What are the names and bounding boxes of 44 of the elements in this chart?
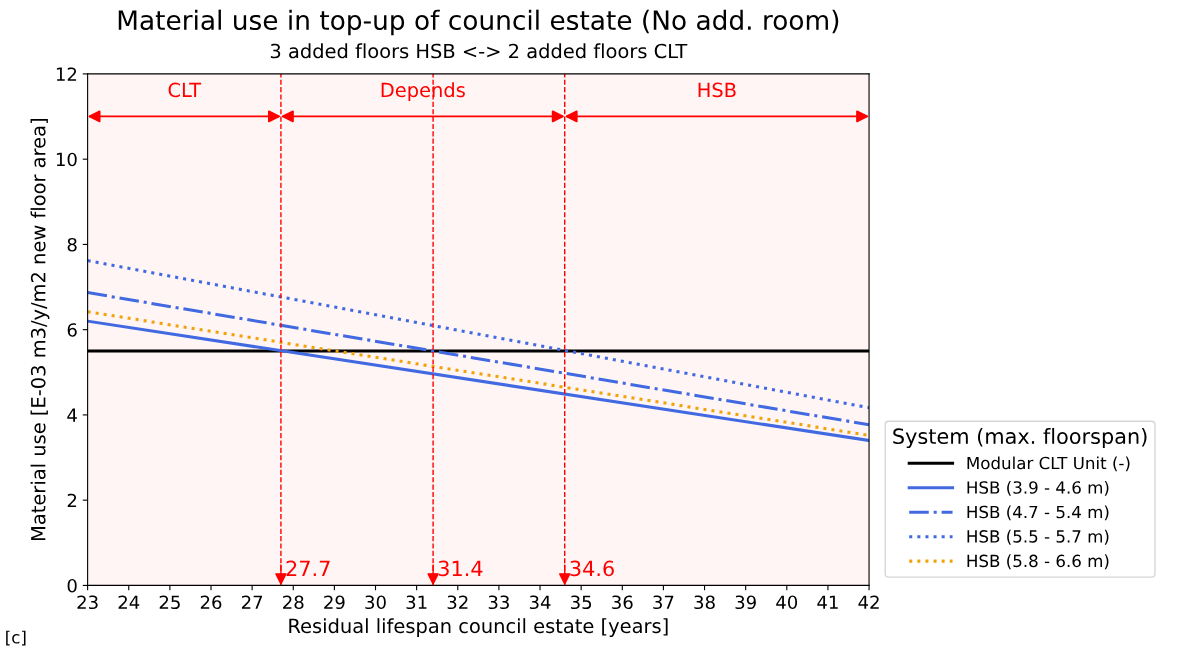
x-tick-label: 31 <box>406 595 427 610</box>
chart-title: Material use in top-up of council estate (No add. room) <box>118 9 839 36</box>
y-tick-label: 0 <box>67 578 77 593</box>
x-tick-label: 37 <box>653 595 674 610</box>
band-label: HSB <box>698 82 736 98</box>
x-tick-label: 35 <box>571 595 592 610</box>
legend-label: Modular CLT Unit (-) <box>967 456 1130 472</box>
legend-label: HSB (5.5 - 5.7 m) <box>967 529 1109 545</box>
x-tick-label: 33 <box>488 595 509 610</box>
text: [c] <box>6 630 26 646</box>
y-tick-label: 8 <box>67 237 77 252</box>
x-tick-label: 36 <box>612 595 633 610</box>
x-tick-label: 30 <box>365 595 386 610</box>
y-tick-label: 12 <box>56 67 77 81</box>
legend-label: HSB (3.9 - 4.6 m) <box>967 480 1109 496</box>
y-axis-title: Material use [E-03 m3/y/m2 new floor area] <box>30 119 50 541</box>
x-axis-title: Residual lifespan council estate [years] <box>289 618 668 637</box>
x-tick-label: 34 <box>529 595 551 610</box>
x-tick-label: 26 <box>200 595 222 610</box>
y-tick-label: 2 <box>67 493 77 508</box>
y-tick-label: 6 <box>67 323 77 337</box>
ref-line-label: 31.4 <box>438 560 483 577</box>
x-tick-label: 27 <box>241 595 263 609</box>
legend-label: HSB (5.8 - 6.6 m) <box>967 554 1109 570</box>
y-tick-label: 4 <box>67 408 77 422</box>
x-tick-label: 23 <box>77 595 98 610</box>
x-tick-label: 41 <box>817 595 838 609</box>
x-tick-label: 29 <box>324 595 345 610</box>
legend-title: System (max. floorspan) <box>893 427 1147 449</box>
legend-label: HSB (4.7 - 5.4 m) <box>967 505 1109 521</box>
x-tick-label: 39 <box>735 595 756 610</box>
x-tick-label: 40 <box>776 595 798 610</box>
x-tick-label: 24 <box>118 595 140 609</box>
ref-line-label: 34.6 <box>570 560 614 577</box>
x-tick-label: 32 <box>447 595 468 610</box>
x-tick-label: 38 <box>694 595 715 610</box>
x-tick-label: 42 <box>858 595 879 609</box>
chart-subtitle: 3 added floors HSB <-> 2 added floors CLT <box>270 43 688 59</box>
y-tick-label: 10 <box>56 152 77 167</box>
ref-line-label: 27.7 <box>286 560 330 576</box>
x-tick-label: 25 <box>159 595 180 610</box>
band-label: CLT <box>168 82 202 98</box>
x-tick-label: 28 <box>283 595 304 610</box>
band-label: Depends <box>381 82 465 102</box>
